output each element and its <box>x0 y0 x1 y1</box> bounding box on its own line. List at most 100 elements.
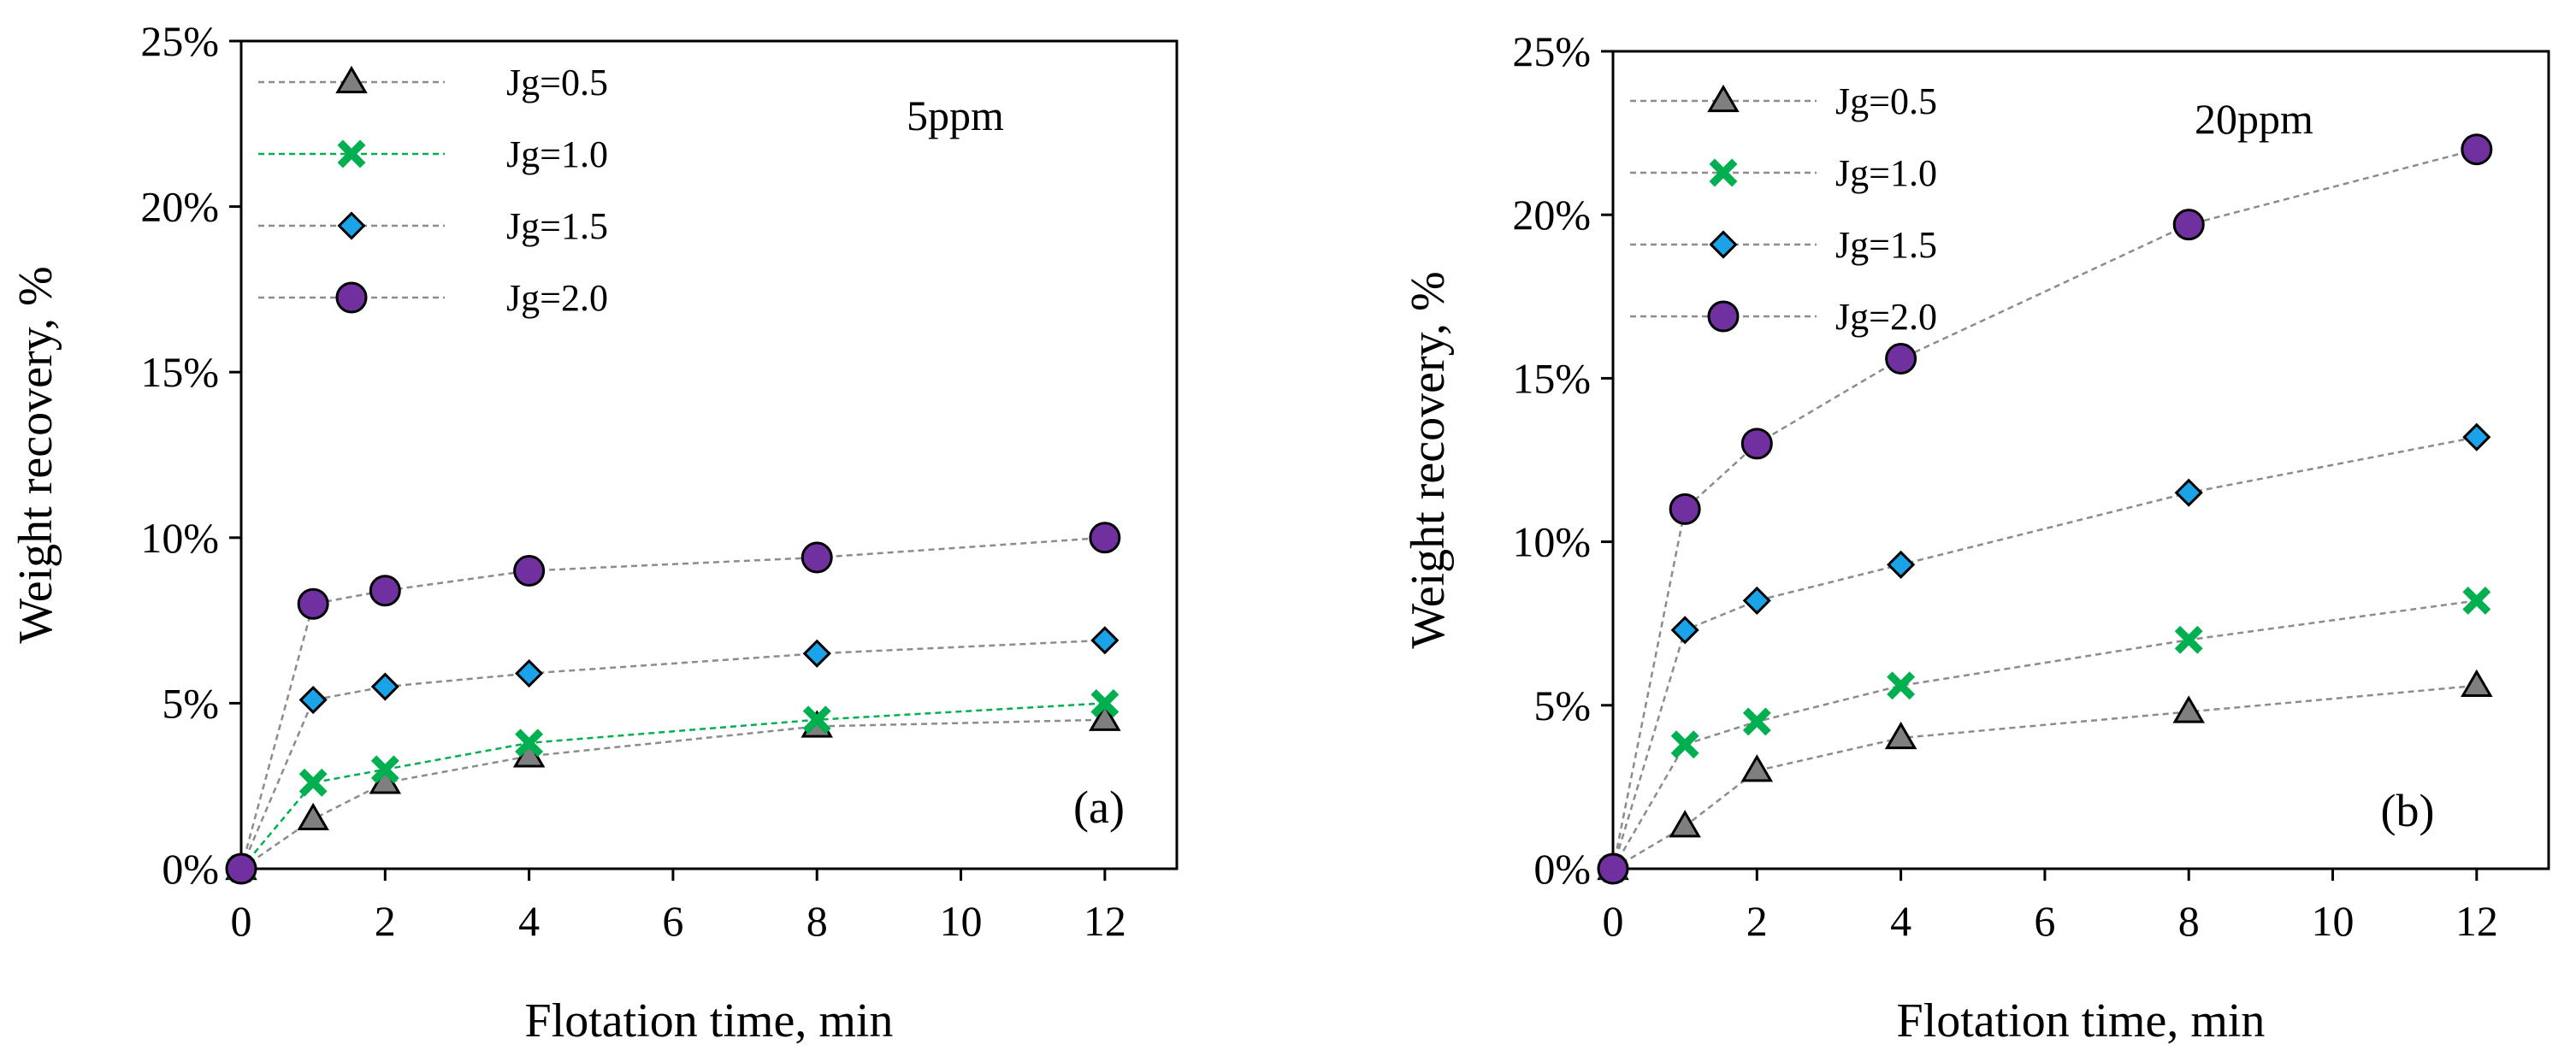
legend-marker <box>335 281 368 314</box>
legend-marker <box>335 65 368 94</box>
legend-item: Jg=1.0 <box>258 133 608 175</box>
legend-marker <box>337 211 366 240</box>
x-tick-label: 8 <box>806 897 828 945</box>
data-point-stroke-2 <box>1670 730 1699 759</box>
data-point <box>1887 671 1916 700</box>
y-tick-label: 15% <box>140 348 219 396</box>
y-axis-title: Weight recovery, % <box>9 266 62 643</box>
data-point <box>801 541 833 574</box>
data-point <box>802 705 831 735</box>
legend: Jg=0.5 Jg=1.0 Jg=1.5 Jg=2.0 <box>1630 80 1937 338</box>
data-point <box>298 768 328 797</box>
data-point <box>1742 586 1771 616</box>
x-tick-label: 4 <box>518 897 540 945</box>
series-jg-2-0 <box>1597 133 2493 885</box>
x-tick-label: 0 <box>231 897 252 945</box>
legend-item: Jg=1.0 <box>1630 152 1937 194</box>
data-point <box>2461 669 2493 697</box>
data-point-stroke-2 <box>802 705 831 735</box>
y-tick-label: 10% <box>1512 518 1591 566</box>
x-tick-label: 4 <box>1890 897 1911 945</box>
legend-item: Jg=1.5 <box>1630 224 1937 266</box>
data-point <box>515 658 544 688</box>
data-point <box>513 555 546 587</box>
data-point <box>297 587 329 620</box>
x-tick-label: 6 <box>2034 897 2055 945</box>
data-point-stroke-2 <box>370 755 399 784</box>
legend-item: Jg=2.0 <box>258 277 608 319</box>
data-point <box>1090 626 1120 655</box>
data-point <box>1089 703 1121 731</box>
y-tick-label: 15% <box>1512 354 1591 402</box>
x-axis-title: Flotation time, min <box>525 994 894 1047</box>
legend-marker <box>337 139 366 168</box>
y-tick-label: 20% <box>140 183 219 231</box>
plot-frame <box>239 39 1179 870</box>
data-point <box>2174 478 2203 507</box>
legend-label: Jg=1.0 <box>506 133 608 175</box>
data-point <box>1740 428 1773 460</box>
legend-item: Jg=0.5 <box>1630 80 1937 122</box>
legend-label: Jg=1.5 <box>1835 224 1937 266</box>
y-tick-label: 0% <box>162 845 219 893</box>
data-point <box>2462 586 2491 615</box>
data-point <box>1670 616 1699 645</box>
chart-panel-a: 0 2 4 6 8 10 12 0% 5% 10% 15% 20% 25% Flotation time,… <box>9 17 1179 1047</box>
data-point <box>2172 695 2205 723</box>
series-line <box>1611 436 2478 870</box>
series-line <box>240 702 1105 870</box>
x-tick-label: 2 <box>1746 897 1768 945</box>
data-point <box>1742 707 1771 736</box>
x-tick-label: 12 <box>2455 897 2498 945</box>
legend-item: Jg=1.5 <box>258 205 608 247</box>
data-point <box>1669 493 1701 525</box>
x-axis-title: Flotation time, min <box>1897 994 2266 1047</box>
legend-item: Jg=0.5 <box>258 62 608 103</box>
series-line <box>239 639 1105 870</box>
data-point-stroke-2 <box>2462 586 2491 615</box>
legend-marker <box>1709 230 1738 259</box>
concentration-annotation: 5ppm <box>907 91 1004 139</box>
data-point <box>1884 721 1917 750</box>
x-tick-label: 6 <box>662 897 683 945</box>
data-point <box>2172 209 2205 241</box>
data-point <box>1885 342 1917 375</box>
data-point <box>2462 422 2491 451</box>
x-tick-label: 2 <box>375 897 396 945</box>
legend-label: Jg=2.0 <box>1835 296 1937 338</box>
data-point-stroke-2 <box>1742 707 1771 736</box>
data-point-stroke-2 <box>2174 625 2203 654</box>
x-tick-label: 8 <box>2178 897 2200 945</box>
x-tick-label: 12 <box>1084 897 1126 945</box>
data-point <box>1597 853 1629 885</box>
series-line <box>1611 599 2478 870</box>
legend-marker-stroke-2 <box>1709 158 1738 187</box>
data-point-stroke-2 <box>515 729 544 758</box>
x-tick-label: 10 <box>2312 897 2354 945</box>
data-point <box>225 853 257 885</box>
data-point <box>515 729 544 758</box>
legend-item: Jg=2.0 <box>1630 296 1937 338</box>
legend-label: Jg=2.0 <box>506 277 608 319</box>
legend-marker <box>1707 84 1740 113</box>
series-line <box>1611 148 2478 870</box>
legend-label: Jg=0.5 <box>506 62 608 103</box>
panel-label: (b) <box>2381 785 2435 836</box>
y-tick-label: 0% <box>1533 845 1591 893</box>
data-point <box>1670 730 1699 759</box>
data-point <box>2461 133 2493 166</box>
legend-marker <box>1709 158 1738 187</box>
data-point <box>297 802 329 831</box>
y-tick-label: 5% <box>162 679 219 727</box>
x-tick-label: 10 <box>940 897 983 945</box>
plot-frame <box>1611 50 2550 870</box>
data-point-stroke-2 <box>1887 671 1916 700</box>
y-tick-label: 20% <box>1512 191 1591 239</box>
legend-label: Jg=1.0 <box>1835 152 1937 194</box>
data-point <box>1887 550 1916 579</box>
data-point <box>1090 688 1120 717</box>
data-point <box>298 685 328 715</box>
series-line <box>1612 684 2477 870</box>
panel-label: (a) <box>1073 782 1125 833</box>
